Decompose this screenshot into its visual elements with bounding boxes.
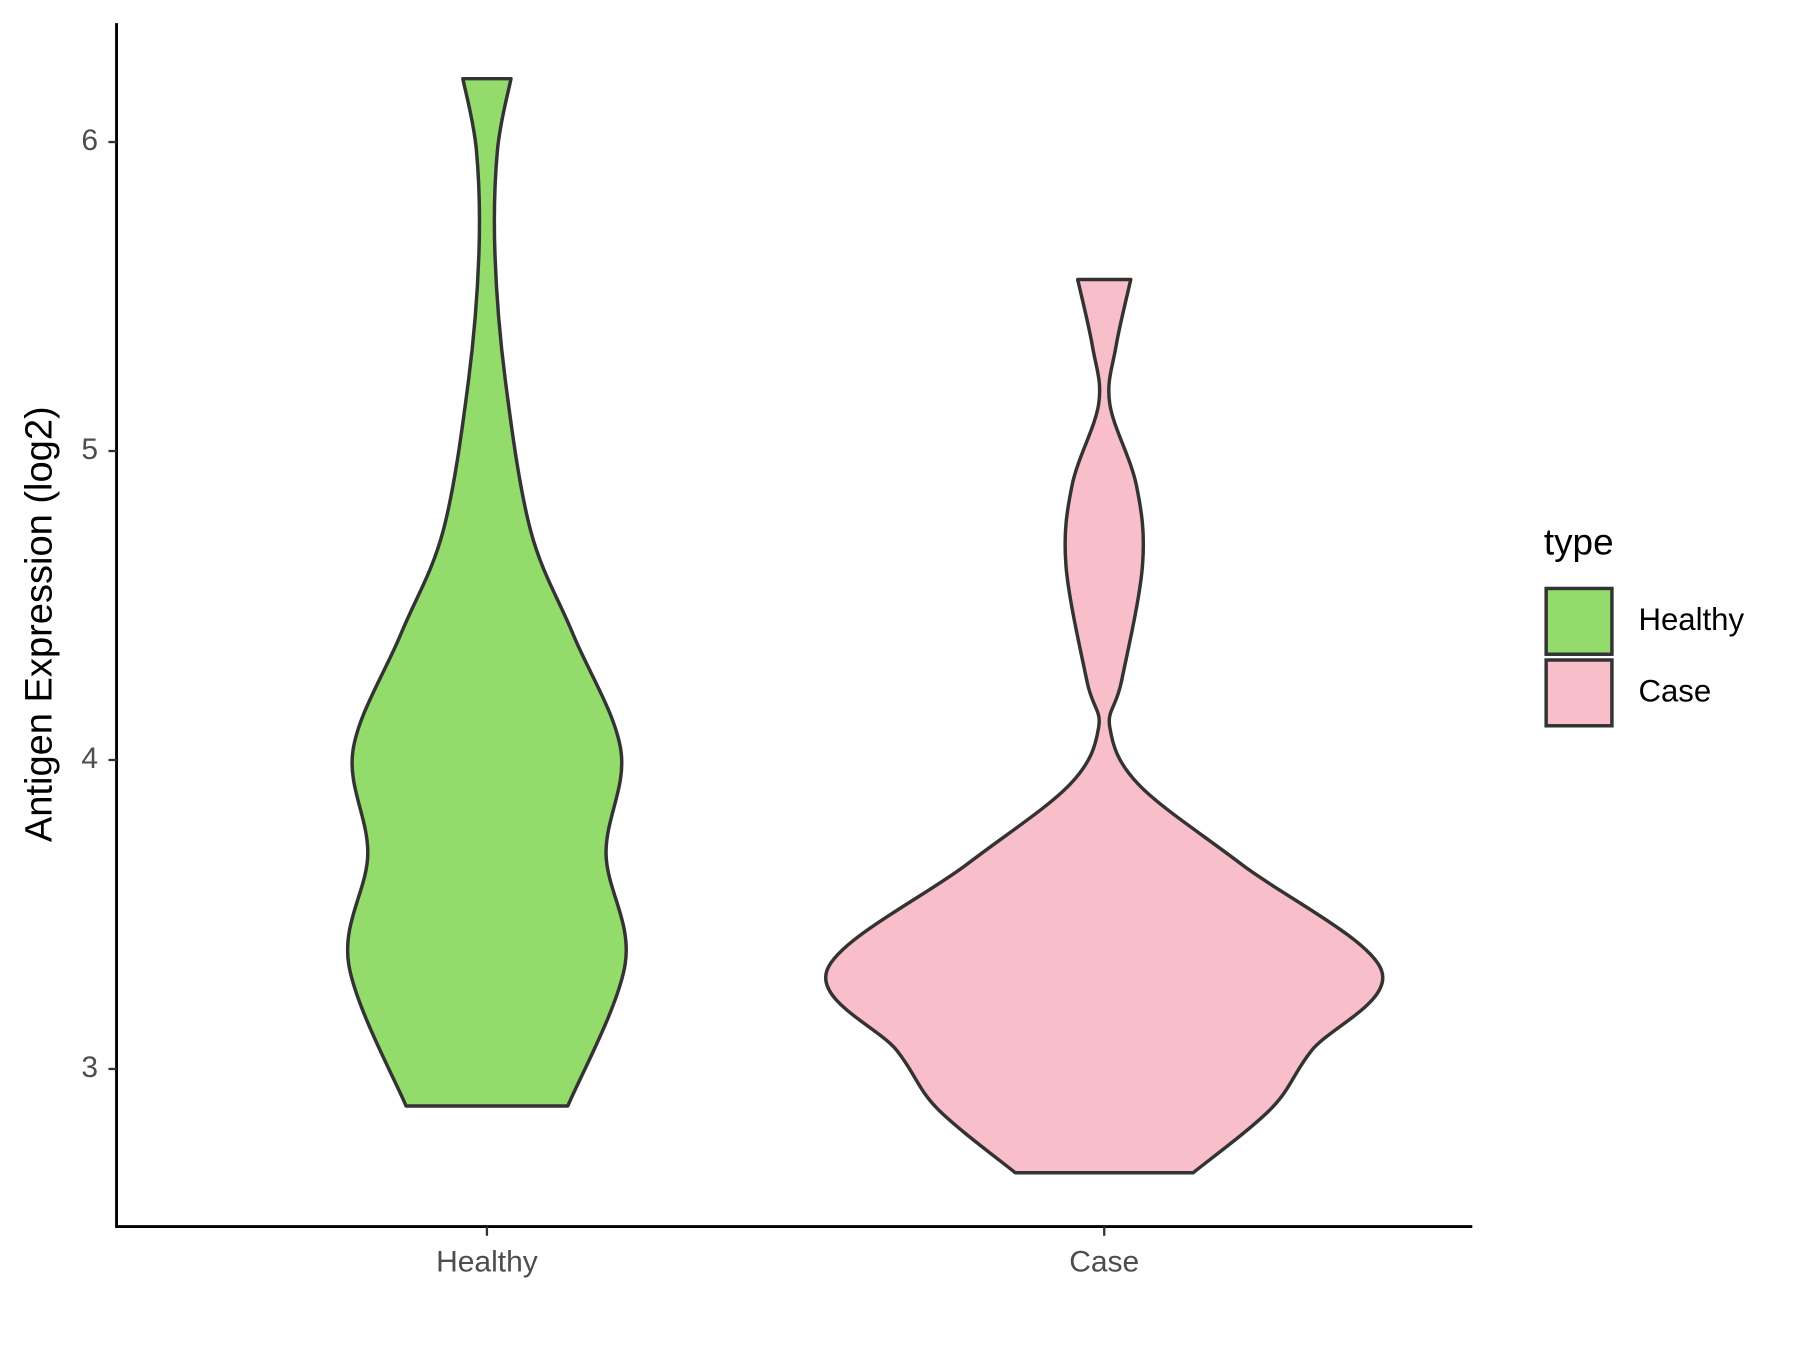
legend-swatch xyxy=(1544,586,1614,656)
violin xyxy=(345,76,628,1108)
y-tick-label: 5 xyxy=(81,433,98,466)
y-axis-label: Antigen Expression (log2) xyxy=(19,406,61,842)
legend-label: Healthy xyxy=(1638,602,1744,637)
legend-label: Case xyxy=(1638,674,1711,709)
x-tick-label: Case xyxy=(1069,1245,1139,1278)
legend-swatch xyxy=(1544,658,1614,728)
y-tick-label: 4 xyxy=(81,742,98,775)
y-tick-label: 6 xyxy=(81,124,98,157)
violin xyxy=(823,277,1385,1175)
x-tick-label: Healthy xyxy=(436,1245,538,1278)
y-tick-label: 3 xyxy=(81,1051,98,1084)
legend-title: type xyxy=(1544,521,1614,562)
